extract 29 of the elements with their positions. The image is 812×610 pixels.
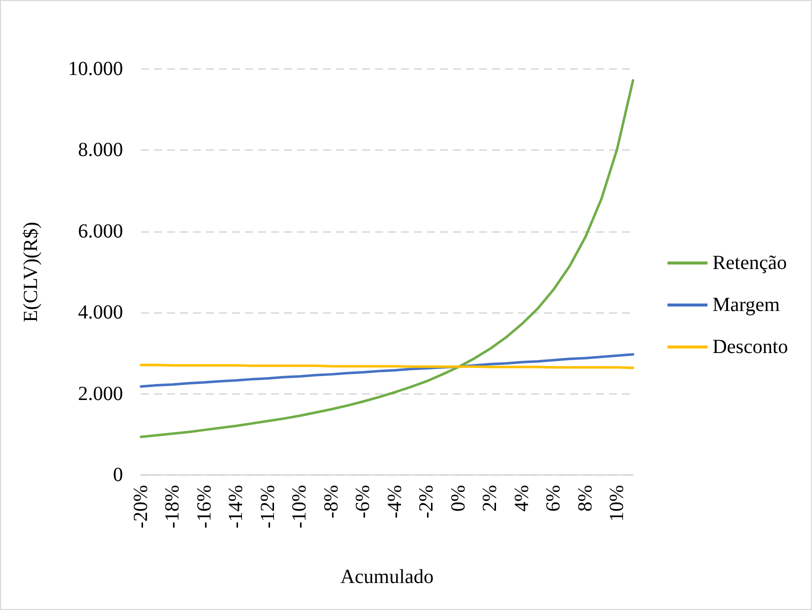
y-axis-title: E(CLV)(R$) <box>20 222 42 322</box>
y-tick-label: 6.000 <box>78 220 123 242</box>
x-tick-label: 2% <box>479 485 502 512</box>
x-tick-label: -2% <box>416 485 438 518</box>
x-tick-label: -10% <box>288 485 311 528</box>
x-tick-label: 4% <box>510 485 533 512</box>
x-tick-label: -8% <box>320 485 342 518</box>
y-tick-label: 2.000 <box>78 382 123 405</box>
y-tick-label: 0 <box>113 464 123 486</box>
y-tick-label: 4.000 <box>78 302 123 324</box>
x-tick-label: -16% <box>193 485 216 528</box>
x-tick-label: 0% <box>447 485 470 512</box>
legend-label: Retenção <box>712 252 787 274</box>
x-tick-label: -20% <box>130 485 152 528</box>
x-tick-label: -12% <box>256 485 279 528</box>
x-tick-label: 8% <box>574 485 596 512</box>
line-series <box>140 353 634 388</box>
y-tick-label: 8.000 <box>78 139 123 162</box>
x-tick-label: 10% <box>606 485 628 522</box>
line-series <box>140 79 634 438</box>
x-axis-title: Acumulado <box>340 566 434 588</box>
legend-label: Margem <box>712 294 780 316</box>
y-tick-label: 10.000 <box>68 58 123 80</box>
x-tick-label: -14% <box>225 485 248 528</box>
x-tick-label: 6% <box>542 485 565 512</box>
x-tick-label: -4% <box>384 485 406 518</box>
legend-label: Desconto <box>712 336 788 358</box>
x-tick-label: -18% <box>162 485 184 528</box>
x-tick-label: -6% <box>352 485 374 518</box>
